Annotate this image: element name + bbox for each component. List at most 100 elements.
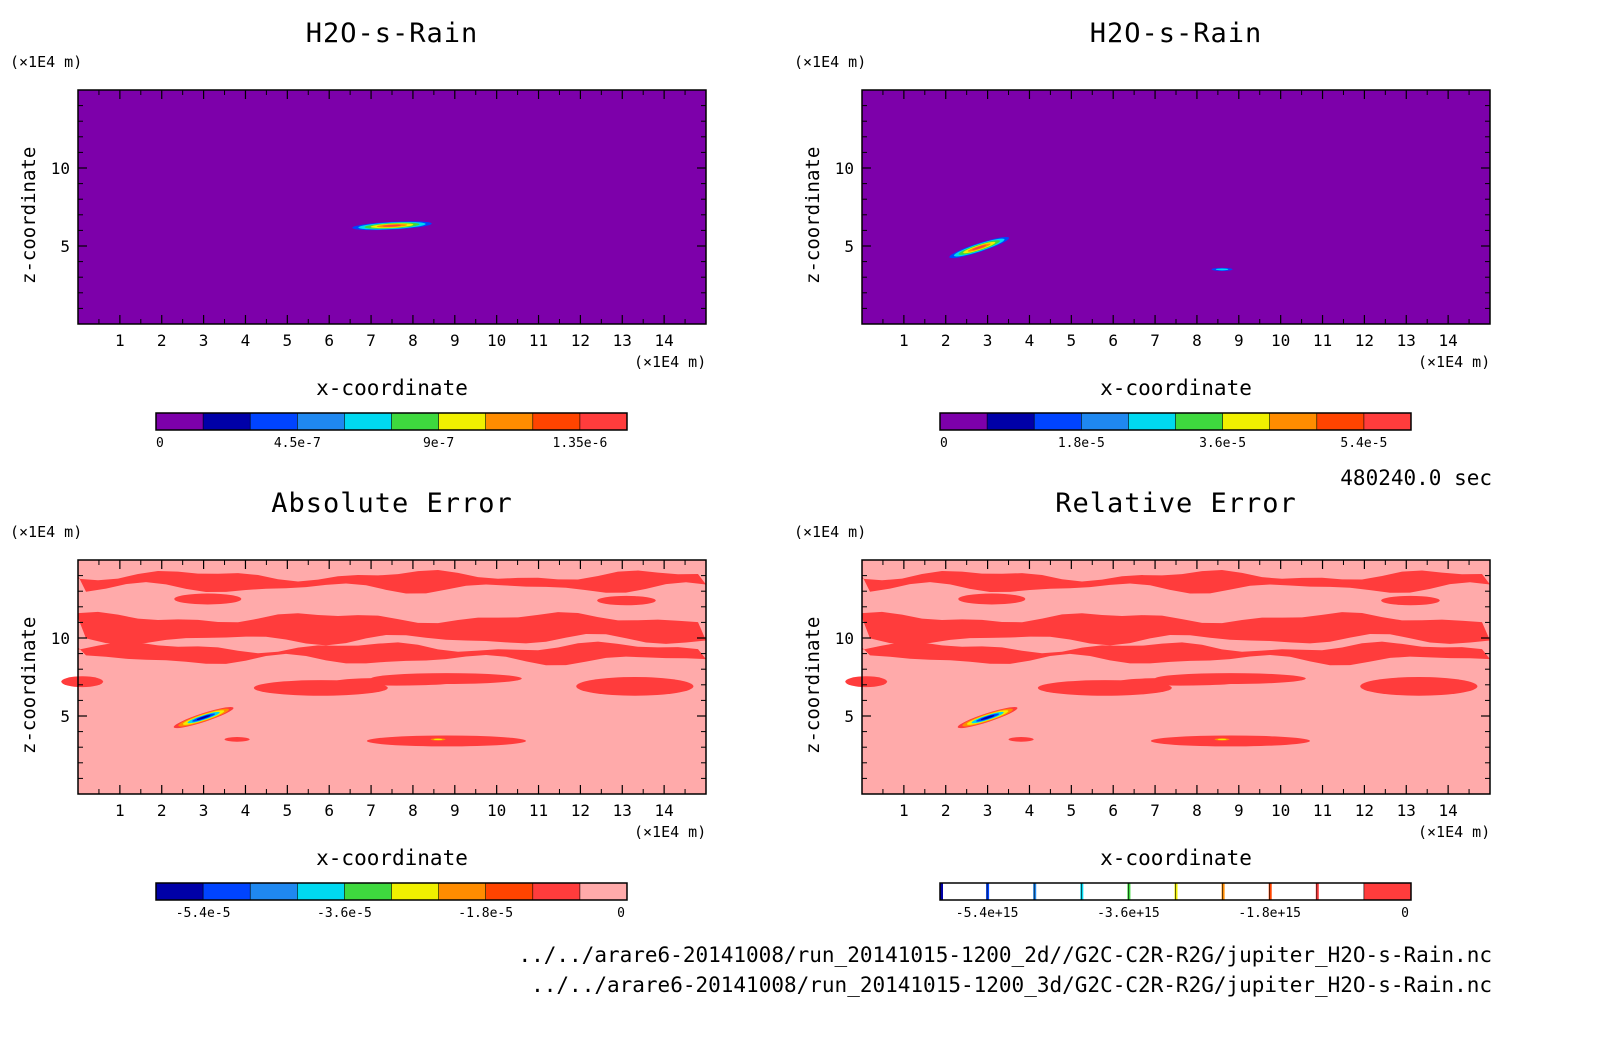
y-tick-label: 10 <box>51 629 70 648</box>
x-tick-label: 4 <box>1025 331 1035 350</box>
colorbar-segment <box>940 883 943 900</box>
x-tick-label: 1 <box>115 331 125 350</box>
contour-navy <box>980 715 995 720</box>
x-tick-label: 6 <box>324 801 334 820</box>
x-tick-label: 14 <box>655 331 674 350</box>
x-tick-label: 8 <box>1192 801 1202 820</box>
x-axis-label: x-coordinate <box>1100 376 1252 400</box>
chart-title: Absolute Error <box>271 488 513 519</box>
x-tick-label: 10 <box>487 801 506 820</box>
colorbar-label: -5.4e-5 <box>176 906 231 921</box>
y-tick-label: 10 <box>51 159 70 178</box>
colorbar-segment <box>1221 883 1225 900</box>
y-tick-label: 5 <box>60 237 70 256</box>
x-tick-label: 4 <box>241 801 251 820</box>
colorbar-label: 1.35e-6 <box>553 436 608 451</box>
colorbar-segment <box>344 413 392 430</box>
colorbar-segment <box>1268 883 1272 900</box>
x-tick-label: 9 <box>1234 801 1244 820</box>
x-tick-label: 11 <box>529 331 548 350</box>
timestamp-label: 480240.0 sec <box>1340 466 1492 490</box>
x-tick-label: 1 <box>899 801 909 820</box>
colorbar-segment <box>1033 883 1037 900</box>
colorbar-label: 3.6e-5 <box>1199 436 1246 451</box>
x-tick-label: 8 <box>408 331 418 350</box>
colorbar-segment <box>297 883 345 900</box>
x-unit-label: (×1E4 m) <box>1418 353 1491 371</box>
y-tick-label: 5 <box>60 707 70 726</box>
error-patch <box>174 593 242 605</box>
colorbar-segment <box>1128 413 1176 430</box>
colorbar-label: -3.6e+15 <box>1097 906 1160 921</box>
x-tick-label: 5 <box>283 801 293 820</box>
contour-yellow <box>433 738 443 741</box>
colorbar-segment <box>391 413 440 430</box>
x-tick-label: 3 <box>983 801 993 820</box>
error-patch <box>224 737 250 742</box>
x-tick-label: 10 <box>487 331 506 350</box>
colorbar-segment <box>1174 883 1178 900</box>
x-tick-label: 5 <box>1067 801 1077 820</box>
error-patch <box>333 677 459 686</box>
colorbar-segment <box>986 883 990 900</box>
x-tick-label: 5 <box>1067 331 1077 350</box>
colorbar-label: -3.6e-5 <box>317 906 372 921</box>
x-tick-label: 13 <box>1397 331 1416 350</box>
x-tick-label: 4 <box>241 331 251 350</box>
x-tick-label: 10 <box>1271 331 1290 350</box>
x-tick-label: 12 <box>571 801 590 820</box>
colorbar-segment <box>1222 413 1271 430</box>
x-unit-label: (×1E4 m) <box>1418 823 1491 841</box>
y-tick-label: 10 <box>835 159 854 178</box>
colorbar-label: -1.8e+15 <box>1238 906 1301 921</box>
x-tick-label: 7 <box>1150 801 1160 820</box>
x-tick-label: 3 <box>983 331 993 350</box>
error-patch <box>958 593 1026 605</box>
colorbar-segment <box>987 413 1035 430</box>
file-path-3d: ../../arare6-20141008/run_20141015-1200_… <box>531 973 1492 997</box>
x-tick-label: 5 <box>283 331 293 350</box>
x-tick-label: 7 <box>366 801 376 820</box>
field-background <box>862 90 1490 324</box>
colorbar-label: -1.8e-5 <box>458 906 513 921</box>
contour-red <box>972 245 987 250</box>
colorbar-label: 1.8e-5 <box>1058 436 1105 451</box>
colorbar-segment <box>203 413 251 430</box>
x-tick-label: 9 <box>450 331 460 350</box>
colorbar-label: 5.4e-5 <box>1340 436 1387 451</box>
colorbar-segment <box>156 413 204 430</box>
colorbar-segment <box>297 413 345 430</box>
x-tick-label: 2 <box>941 331 951 350</box>
colorbar-segment <box>1269 413 1318 430</box>
colorbar-segment <box>1316 413 1365 430</box>
colorbar-segment <box>438 413 487 430</box>
contour-red <box>382 224 402 227</box>
colorbar-segment <box>1363 413 1412 430</box>
colorbar-segment <box>940 413 988 430</box>
error-band <box>862 641 1490 666</box>
error-band <box>78 611 706 646</box>
colorbar-segment <box>1034 413 1082 430</box>
x-tick-label: 2 <box>941 801 951 820</box>
x-tick-label: 6 <box>1108 331 1118 350</box>
error-patch <box>61 676 104 688</box>
x-tick-label: 12 <box>571 331 590 350</box>
x-tick-label: 2 <box>157 331 167 350</box>
x-axis-label: x-coordinate <box>1100 846 1252 870</box>
colorbar-segment <box>438 883 487 900</box>
x-tick-label: 2 <box>157 801 167 820</box>
y-tick-label: 5 <box>844 707 854 726</box>
colorbar-segment <box>203 883 251 900</box>
error-band <box>862 569 1490 594</box>
contour-yellow <box>1217 738 1227 741</box>
panel-absolute-error: Absolute Error (×1E4 m) (×1E4 m) x-coordina… <box>0 470 800 940</box>
panel-h2o-rain-3d: H2O-s-Rain (×1E4 m) (×1E4 m) x-coordinate z-… <box>784 0 1584 470</box>
panel-relative-error: Relative Error (×1E4 m) (×1E4 m) x-coordina… <box>784 470 1584 940</box>
colorbar-label: 0 <box>1401 906 1409 921</box>
x-tick-label: 14 <box>1439 331 1458 350</box>
error-patch <box>576 677 694 696</box>
colorbar-label: 0 <box>617 906 625 921</box>
